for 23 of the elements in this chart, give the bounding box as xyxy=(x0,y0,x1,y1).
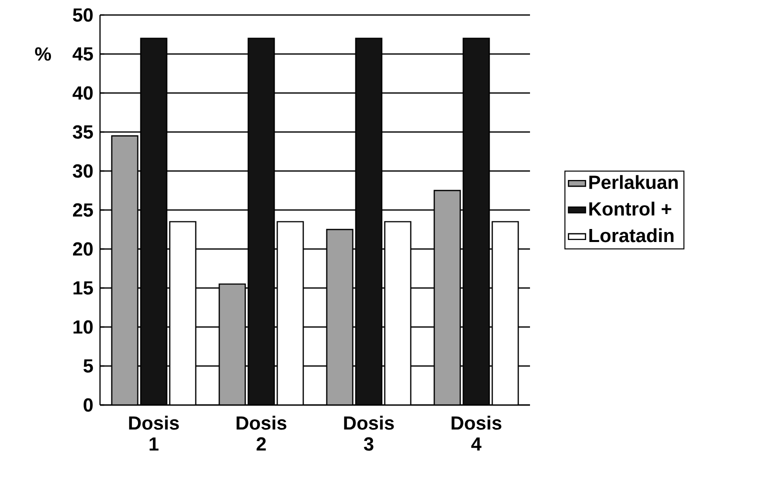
bar xyxy=(462,38,490,405)
x-tick-label: Dosis 2 xyxy=(236,416,286,451)
y-axis-title: % xyxy=(35,47,51,61)
x-tick-label: Dosis 4 xyxy=(452,416,502,451)
y-tick-label: 10 xyxy=(74,320,93,334)
y-tick-label: 15 xyxy=(74,281,93,295)
y-tick-label: 0 xyxy=(84,398,93,412)
bar xyxy=(140,38,168,405)
y-tick-label: 35 xyxy=(72,125,93,139)
y-tick-label: 50 xyxy=(72,8,93,22)
legend-label: Loratadin xyxy=(589,228,674,242)
legend-label: Kontrol + xyxy=(589,202,672,216)
x-tick-label: Dosis 1 xyxy=(129,416,179,451)
y-tick-label: 20 xyxy=(73,242,93,256)
legend-label: Perlakuan xyxy=(589,175,678,190)
y-tick-label: 45 xyxy=(72,47,93,61)
y-tick-label: 5 xyxy=(83,359,93,373)
y-tick-label: 40 xyxy=(72,86,93,100)
x-tick-label: Dosis 3 xyxy=(344,416,394,451)
y-tick-label: 30 xyxy=(72,164,93,178)
bar xyxy=(248,38,275,405)
bar xyxy=(355,38,382,405)
y-tick-label: 25 xyxy=(73,203,93,217)
